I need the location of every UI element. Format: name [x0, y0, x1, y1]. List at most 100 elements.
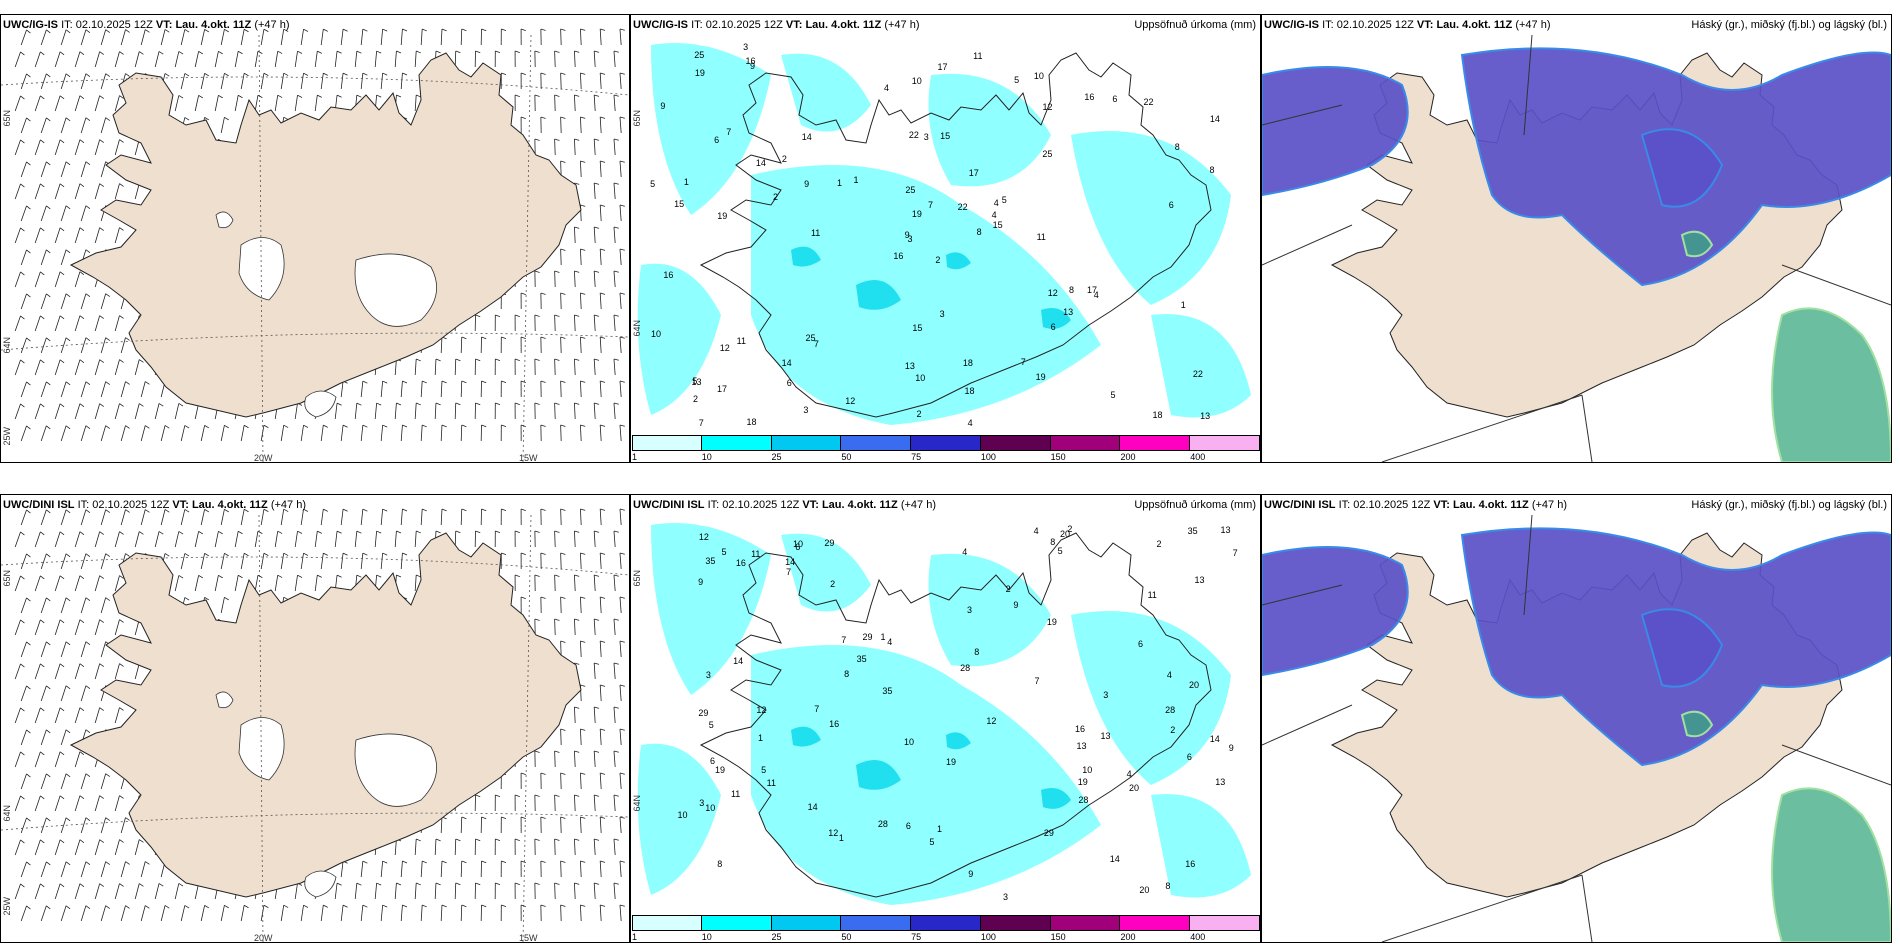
wind-barb-flag: [105, 817, 110, 821]
wind-barb-flag: [362, 552, 368, 556]
parallel-65: [1, 76, 629, 96]
wind-barb: [14, 531, 21, 548]
wind-barb: [314, 531, 318, 548]
precip-area: [1151, 794, 1251, 898]
wind-barb: [180, 553, 186, 570]
wind-barb: [354, 51, 358, 68]
wind-barb-flag: [85, 861, 91, 865]
wind-barb: [574, 882, 576, 900]
precip-value: 2: [1156, 538, 1162, 549]
wind-barb: [593, 183, 596, 200]
wind-barb: [114, 359, 120, 376]
wind-barb: [360, 29, 364, 46]
wind-barb-flag: [59, 531, 65, 536]
wind-barb-flag: [46, 817, 51, 822]
wind-barb-flag: [600, 860, 606, 863]
wind-barb-flag: [362, 380, 368, 384]
wind-barb-flag: [79, 795, 85, 799]
precip-value: 13: [1063, 307, 1074, 318]
wind-barb-flag: [79, 619, 85, 623]
wind-barb: [460, 380, 463, 398]
wind-barb: [34, 883, 41, 900]
wind-barb: [60, 161, 67, 178]
wind-barb-flag: [145, 381, 150, 385]
wind-barb-flag: [40, 575, 45, 580]
precip-value: 1: [853, 175, 859, 186]
precip-value: 16: [893, 251, 904, 262]
wind-barb-flag: [164, 553, 170, 557]
wind-barb: [200, 73, 205, 90]
precip-value: 13: [1215, 777, 1226, 788]
wind-barb: [14, 359, 21, 376]
wind-barb-flag: [139, 359, 144, 363]
precip-value: 7: [786, 567, 792, 578]
wind-barb-flag: [461, 816, 467, 820]
wind-barb-flag: [475, 882, 481, 886]
wind-barb-flag: [158, 403, 164, 407]
wind-barb-flag: [481, 336, 487, 340]
wind-barb-flag: [574, 706, 580, 709]
wind-barb: [613, 531, 616, 548]
wind-barb: [134, 403, 140, 420]
wind-barb: [574, 314, 576, 332]
wind-barb-flag: [520, 72, 526, 75]
wind-barb-flag: [560, 424, 566, 427]
wind-barb: [619, 905, 622, 922]
wind-barb-flag: [481, 424, 487, 428]
wind-barb: [580, 72, 582, 90]
wind-barb-flag: [40, 315, 45, 320]
wind-barb: [40, 861, 47, 878]
wind-barb: [580, 380, 582, 398]
wind-barb-flag: [224, 424, 229, 429]
wind-barb-flag: [105, 905, 110, 909]
wind-barb: [60, 425, 67, 442]
wind-barb-flag: [303, 508, 309, 512]
wind-barb-flag: [99, 359, 104, 363]
wind-barb-flag: [540, 72, 546, 75]
wind-barb: [100, 905, 107, 922]
low-cloud: [1771, 307, 1891, 462]
precip-value: 4: [883, 83, 889, 94]
wind-barb-flag: [554, 794, 560, 797]
wind-barb: [94, 359, 101, 376]
wind-barb: [560, 904, 562, 922]
precip-value: 9: [968, 869, 974, 880]
wind-barb-flag: [613, 794, 619, 797]
wind-barb: [54, 403, 61, 420]
colorbar-segment: [701, 435, 772, 451]
wind-barb-flag: [139, 839, 144, 843]
wind-barb-flag: [594, 662, 600, 665]
wind-barb: [34, 575, 41, 592]
wind-barb: [394, 403, 397, 420]
wind-barb-flag: [46, 861, 51, 866]
wind-barb-flag: [65, 425, 71, 430]
wind-barb-flag: [105, 29, 110, 33]
wind-barb-flag: [362, 904, 368, 908]
wind-barb-flag: [554, 138, 560, 141]
wind-barb-flag: [580, 904, 586, 907]
wind-barb-flag: [613, 662, 619, 665]
wind-barb-flag: [317, 50, 322, 54]
wind-barb: [574, 794, 576, 812]
wind-map: [1, 508, 629, 942]
wind-barb-flag: [26, 205, 31, 210]
wind-barb: [154, 403, 160, 420]
wind-barb-flag: [20, 139, 25, 144]
wind-barb: [320, 509, 324, 526]
wind-barb-flag: [65, 773, 71, 778]
wind-barb-flag: [613, 182, 619, 185]
wind-barb-flag: [26, 861, 31, 866]
precip-area: [928, 73, 1051, 187]
wind-barb: [40, 641, 47, 658]
wind-barb: [260, 425, 265, 442]
wind-barb-flag: [283, 508, 289, 512]
wind-barb: [174, 403, 180, 420]
wind-barb-flag: [534, 750, 540, 753]
wind-barb-flag: [85, 553, 91, 557]
wind-barb: [593, 531, 596, 548]
wind-barb-flag: [79, 183, 85, 187]
wind-barb-flag: [435, 530, 441, 534]
precip-area-heavy: [1041, 307, 1071, 329]
wind-barb-flag: [20, 183, 25, 188]
wind-barb: [400, 29, 403, 46]
